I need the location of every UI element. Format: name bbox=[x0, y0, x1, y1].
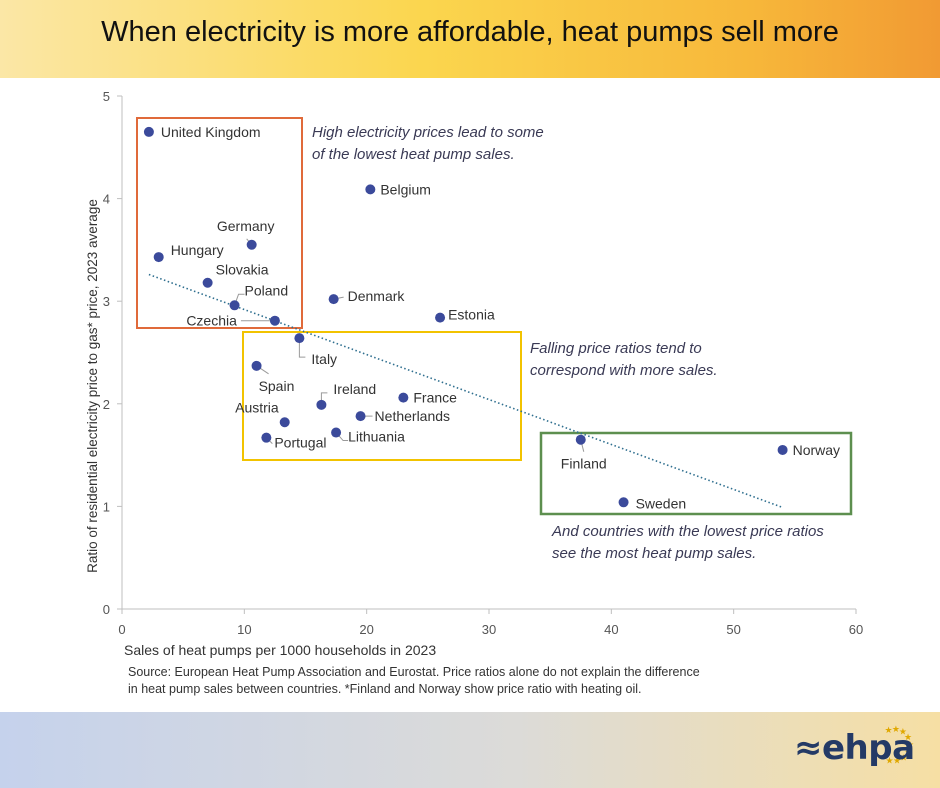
star-icon: ★ bbox=[892, 724, 900, 734]
footer-band bbox=[0, 712, 940, 788]
y-axis-label: Ratio of residential electricity price t… bbox=[85, 199, 100, 573]
point-label: Germany bbox=[217, 218, 275, 234]
point-label: Finland bbox=[561, 456, 607, 472]
x-tick-label: 40 bbox=[604, 622, 618, 637]
logo-text: ≈ehpa bbox=[794, 728, 915, 768]
star-icon: ★ bbox=[904, 747, 912, 757]
x-tick-label: 0 bbox=[118, 622, 125, 637]
data-point bbox=[777, 444, 788, 455]
data-point bbox=[269, 315, 280, 326]
data-point bbox=[143, 126, 154, 137]
data-point bbox=[618, 497, 629, 508]
point-label: Sweden bbox=[636, 495, 687, 511]
point-label: Italy bbox=[311, 351, 337, 367]
star-icon: ★ bbox=[900, 753, 908, 763]
star-icon: ★ bbox=[884, 725, 892, 735]
annotation-high-prices: High electricity prices lead to some of … bbox=[312, 124, 544, 163]
data-point bbox=[261, 432, 272, 443]
point-label: Belgium bbox=[380, 181, 431, 197]
x-tick-label: 10 bbox=[237, 622, 251, 637]
x-tick-label: 20 bbox=[359, 622, 373, 637]
trend-line bbox=[148, 273, 783, 509]
data-point bbox=[294, 333, 305, 344]
data-point bbox=[398, 392, 409, 403]
point-label: Netherlands bbox=[375, 408, 451, 424]
y-tick-label: 5 bbox=[103, 89, 110, 104]
star-icon: ★ bbox=[904, 732, 912, 742]
x-tick-label: 30 bbox=[482, 622, 496, 637]
annotation-falling-ratios: Falling price ratios tend to correspond … bbox=[530, 340, 718, 379]
source-note: Source: European Heat Pump Association a… bbox=[128, 665, 700, 696]
star-icon: ★ bbox=[906, 739, 914, 749]
data-point bbox=[355, 411, 366, 422]
data-point bbox=[246, 239, 257, 250]
data-point bbox=[328, 294, 339, 305]
point-label: Estonia bbox=[448, 307, 495, 323]
point-label: Spain bbox=[259, 378, 295, 394]
data-point bbox=[153, 252, 164, 263]
point-label: Poland bbox=[245, 282, 289, 298]
eu-stars-icon: ★ ★★★★★★★★ bbox=[884, 724, 914, 766]
high-price-box bbox=[136, 117, 303, 329]
point-label: Denmark bbox=[348, 288, 406, 304]
x-axis-label: Sales of heat pumps per 1000 households … bbox=[124, 642, 437, 658]
ehpa-logo: ★ ★ ★ ★ ★ ★ ★ ★ ★ ≈ehpa bbox=[760, 722, 920, 782]
star-icon: ★ bbox=[893, 756, 901, 766]
data-point bbox=[229, 300, 240, 311]
y-tick-label: 1 bbox=[103, 499, 110, 514]
y-tick-label: 3 bbox=[103, 294, 110, 309]
point-label: Norway bbox=[793, 442, 840, 458]
header-banner: When electricity is more affordable, hea… bbox=[0, 0, 940, 78]
point-label: United Kingdom bbox=[161, 124, 261, 140]
star-icon: ★ bbox=[886, 755, 894, 765]
point-label: France bbox=[413, 390, 457, 406]
data-point bbox=[331, 427, 342, 438]
point-label: Ireland bbox=[333, 381, 376, 397]
y-tick-label: 4 bbox=[103, 192, 110, 207]
data-point bbox=[316, 399, 327, 410]
low-ratio-box bbox=[539, 431, 853, 516]
point-label: Portugal bbox=[274, 435, 326, 451]
point-label: Hungary bbox=[171, 242, 224, 258]
point-label: Slovakia bbox=[216, 262, 269, 278]
data-point bbox=[575, 434, 586, 445]
data-point bbox=[251, 360, 262, 371]
y-tick-label: 0 bbox=[103, 602, 110, 617]
x-tick-label: 50 bbox=[726, 622, 740, 637]
point-label: Czechia bbox=[186, 313, 237, 329]
data-point bbox=[279, 417, 290, 428]
annotation-lowest-ratios: And countries with the lowest price rati… bbox=[552, 523, 824, 562]
data-point bbox=[202, 277, 213, 288]
leader-line bbox=[298, 338, 306, 358]
data-point bbox=[365, 184, 376, 195]
data-point bbox=[435, 312, 446, 323]
point-label: Austria bbox=[235, 399, 279, 415]
y-tick-label: 2 bbox=[103, 397, 110, 412]
falling-ratio-box bbox=[242, 331, 522, 461]
page-title: When electricity is more affordable, hea… bbox=[101, 16, 839, 48]
point-label: Lithuania bbox=[348, 429, 405, 445]
star-icon: ★ bbox=[899, 727, 907, 737]
x-tick-label: 60 bbox=[849, 622, 863, 637]
